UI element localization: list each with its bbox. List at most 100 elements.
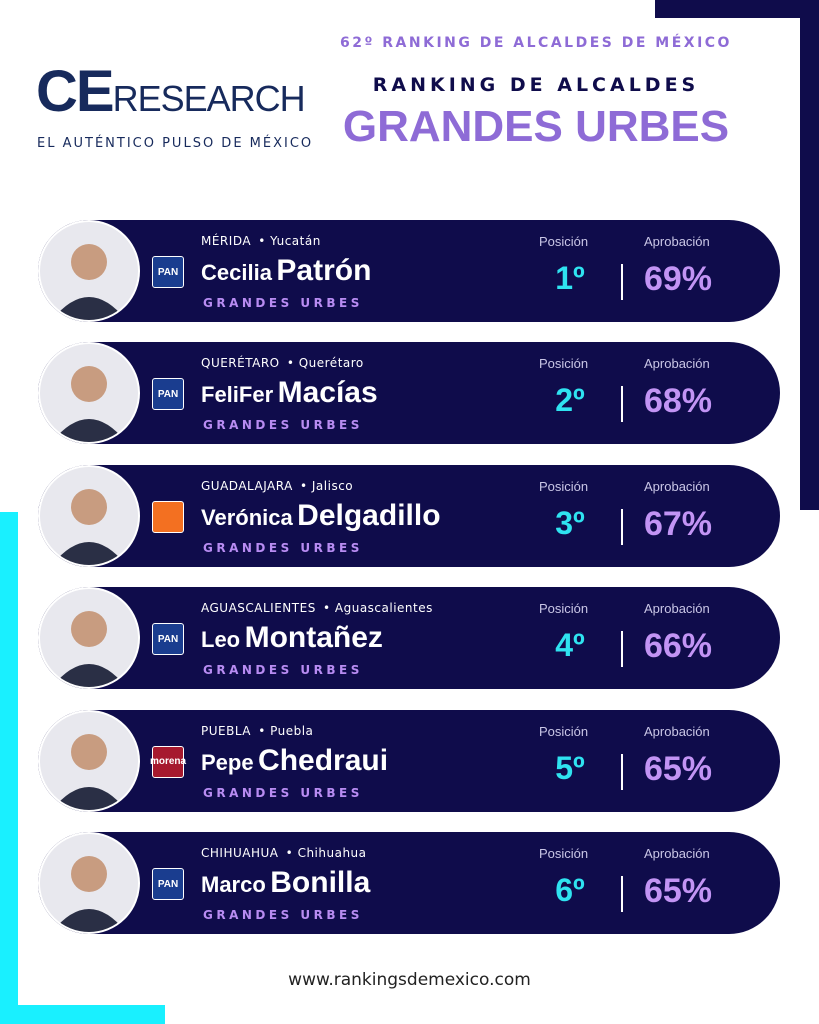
position: 5º: [555, 749, 585, 786]
city-line: AGUASCALIENTES • Aguascalientes: [201, 601, 433, 615]
approval-label: Aprobación: [644, 478, 710, 494]
party-name: PAN: [157, 633, 179, 645]
city: PUEBLA: [201, 723, 252, 738]
portrait: [52, 856, 126, 932]
mayor-name: Pepe Chedraui: [201, 744, 388, 778]
city-line: GUADALAJARA • Jalisco: [201, 479, 353, 493]
city-line: PUEBLA • Puebla: [201, 724, 313, 738]
party-logo: PAN: [152, 623, 184, 656]
position: 2º: [555, 382, 585, 419]
position-label: Posición: [539, 846, 589, 861]
mayor-name: Marco Bonilla: [201, 866, 370, 900]
city: AGUASCALIENTES: [201, 601, 316, 616]
approval: 69%: [643, 260, 713, 298]
subtitle: GRANDES URBES: [342, 102, 730, 151]
photo: [38, 709, 140, 812]
position: 4º: [555, 627, 585, 664]
category: GRANDES URBES: [203, 908, 363, 922]
approval: 67%: [643, 504, 713, 543]
position: 1º: [555, 260, 585, 296]
ranking-row: PAN QUERÉTARO • Querétaro FeliFer Macías GR…: [38, 342, 780, 445]
photo: [38, 220, 140, 322]
approval: 65%: [643, 749, 713, 788]
frame-bottom: [0, 1005, 165, 1024]
city: GUADALAJARA: [201, 478, 293, 493]
photo: [38, 464, 140, 567]
city-line: CHIHUAHUA • Chihuahua: [201, 846, 367, 860]
city: CHIHUAHUA: [201, 846, 279, 860]
first-name: Cecilia: [201, 260, 272, 285]
city-line: MÉRIDA • Yucatán: [201, 234, 321, 248]
party-logo: [152, 500, 184, 533]
first-name: FeliFer: [201, 382, 274, 408]
party-logo: PAN: [152, 256, 184, 288]
logo: CERESEARCH: [36, 58, 306, 125]
city: MÉRIDA: [201, 234, 252, 248]
state: • Querétaro: [286, 356, 364, 371]
first-name: Verónica: [201, 504, 293, 530]
last-name: Macías: [277, 376, 378, 410]
state: • Aguascalientes: [323, 601, 433, 616]
position: 3º: [555, 504, 585, 541]
frame-left: [0, 512, 18, 1024]
separator: [621, 631, 623, 668]
separator: [621, 264, 623, 300]
position: 6º: [555, 872, 585, 908]
first-name: Marco: [201, 872, 266, 897]
position-label: Posición: [539, 601, 589, 617]
frame-right: [800, 0, 819, 510]
logo-rest: RESEARCH: [112, 78, 306, 119]
position-label: Posición: [539, 723, 589, 739]
approval: 66%: [643, 627, 713, 666]
frame-top: [655, 0, 819, 18]
first-name: Leo: [201, 627, 241, 653]
mayor-name: Leo Montañez: [201, 621, 383, 655]
first-name: Pepe: [201, 749, 254, 775]
state: • Jalisco: [299, 478, 354, 493]
ranking-row: GUADALAJARA • Jalisco Verónica Delgadillo…: [38, 464, 780, 567]
approval-label: Aprobación: [644, 234, 710, 249]
photo: [38, 832, 140, 934]
portrait: [52, 488, 126, 565]
logo-main: CE: [36, 59, 115, 124]
edition: 62º RANKING DE ALCALDES DE MÉXICO: [340, 35, 732, 51]
party-name: PAN: [157, 266, 179, 278]
party-name: morena: [149, 756, 187, 768]
last-name: Delgadillo: [297, 498, 441, 532]
city-line: QUERÉTARO • Querétaro: [201, 356, 364, 370]
party-logo: PAN: [152, 378, 184, 411]
category: GRANDES URBES: [203, 418, 363, 433]
category: GRANDES URBES: [203, 540, 363, 555]
party-logo: PAN: [152, 868, 184, 900]
last-name: Montañez: [244, 621, 383, 655]
approval-label: Aprobación: [644, 723, 710, 739]
party-name: PAN: [157, 878, 179, 890]
state: • Puebla: [258, 723, 314, 738]
approval-label: Aprobación: [644, 846, 710, 861]
photo: [38, 342, 140, 445]
approval-label: Aprobación: [644, 601, 710, 617]
category: GRANDES URBES: [203, 663, 363, 678]
position-label: Posición: [539, 234, 589, 249]
state: • Chihuahua: [285, 846, 367, 860]
portrait: [52, 733, 126, 810]
portrait: [52, 244, 126, 320]
separator: [621, 876, 623, 912]
approval: 65%: [643, 872, 713, 910]
separator: [621, 386, 623, 423]
approval: 68%: [643, 382, 713, 421]
city: QUERÉTARO: [201, 356, 280, 371]
photo: [38, 587, 140, 690]
title: RANKING DE ALCALDES: [372, 74, 700, 96]
ranking-row: PAN CHIHUAHUA • Chihuahua Marco Bonilla GRA…: [38, 832, 780, 934]
separator: [621, 753, 623, 790]
category: GRANDES URBES: [203, 296, 363, 310]
mayor-name: Cecilia Patrón: [201, 254, 371, 288]
ranking-row: PAN MÉRIDA • Yucatán Cecilia Patrón GRANDES…: [38, 220, 780, 322]
portrait: [52, 611, 126, 688]
portrait: [52, 366, 126, 443]
footer-url: www.rankingsdemexico.com: [288, 970, 531, 990]
tagline: EL AUTÉNTICO PULSO DE MÉXICO: [37, 136, 314, 151]
position-label: Posición: [539, 478, 589, 494]
